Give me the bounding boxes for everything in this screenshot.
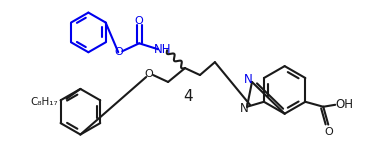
Text: C₈H₁₇: C₈H₁₇ [31,97,58,107]
Text: OH: OH [335,98,353,111]
Text: N: N [244,73,252,86]
Text: O: O [135,15,144,26]
Text: O: O [114,47,123,57]
Text: O: O [145,69,153,79]
Text: 4: 4 [183,89,193,104]
Text: N: N [240,102,248,115]
Text: O: O [324,127,333,137]
Text: NH: NH [154,43,172,56]
